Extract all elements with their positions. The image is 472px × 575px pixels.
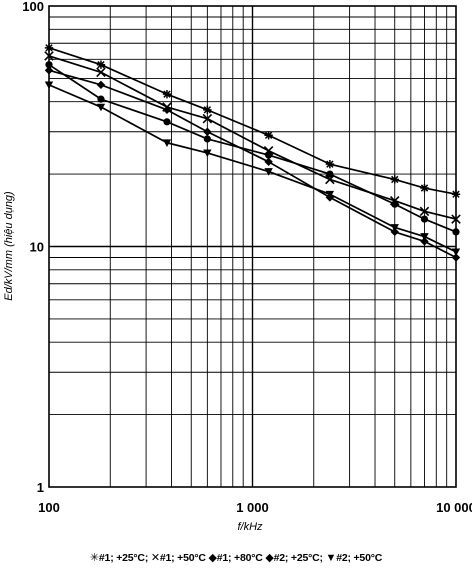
data-point-circle: [163, 118, 171, 126]
data-point-triangle: [44, 81, 54, 90]
data-point-triangle: [451, 248, 461, 257]
legend-entry-3: ◆#1; +80°C: [208, 552, 263, 564]
legend-entry-5: ▼#2; +50°C: [325, 552, 383, 564]
data-point-asterisk: [420, 183, 429, 193]
data-point-asterisk: [325, 159, 335, 169]
data-point-diamond: [96, 80, 106, 90]
data-point-x: [325, 174, 335, 185]
data-point-circle: [326, 170, 334, 178]
chart: 100 1 000 10 000 1 10 100 Ed/kV/mm (hiệu dụng…: [3, 0, 472, 533]
chart-series: [44, 43, 461, 262]
data-point-asterisk: [44, 43, 54, 53]
data-point-x: [96, 67, 106, 78]
data-point-circle: [265, 151, 273, 159]
data-point-triangle: [96, 103, 106, 112]
diamond-icon: ◆: [208, 552, 217, 564]
data-point-x: [451, 214, 461, 224]
data-point-circle: [97, 95, 105, 103]
asterisk-icon: ✳: [89, 552, 99, 564]
diamond-icon: ◆: [265, 552, 274, 564]
triangle-down-icon: ▼: [325, 552, 337, 564]
y-tick-label: 1: [37, 480, 44, 495]
data-point-diamond: [44, 66, 54, 75]
data-point-asterisk: [203, 105, 212, 115]
tick-labels: 100 1 000 10 000 1 10 100: [22, 0, 472, 515]
series-1: [44, 43, 461, 199]
data-point-circle: [452, 228, 460, 236]
chart-grid: [49, 6, 456, 487]
data-point-triangle: [203, 149, 212, 158]
data-point-diamond: [203, 127, 212, 136]
x-tick-label: 100: [38, 500, 60, 515]
data-point-asterisk: [96, 60, 106, 69]
plot-frame: [48, 5, 457, 488]
data-point-x: [419, 206, 430, 217]
data-point-diamond: [451, 253, 461, 262]
x-icon: ✕: [150, 552, 160, 564]
data-point-asterisk: [451, 189, 461, 199]
data-point-triangle: [390, 224, 399, 232]
x-axis-label: f/kHz: [237, 521, 263, 533]
data-point-diamond: [420, 237, 429, 246]
data-point-triangle: [420, 233, 429, 241]
legend-entry-1: ✳#1; +25°C;: [89, 552, 149, 564]
series-4: [44, 66, 461, 262]
data-point-circle: [391, 200, 399, 208]
data-point-x: [202, 113, 213, 124]
series-2: [44, 51, 461, 224]
legend-entry-4: ◆#2; +25°C;: [265, 552, 323, 564]
data-point-triangle: [325, 190, 335, 199]
y-tick-label: 100: [22, 0, 44, 14]
x-tick-label: 1 000: [236, 500, 269, 515]
data-point-circle: [203, 135, 211, 143]
data-point-circle: [45, 61, 53, 69]
data-point-asterisk: [264, 131, 273, 140]
data-point-diamond: [390, 227, 399, 237]
series-3: [45, 61, 460, 236]
series-5: [44, 81, 461, 257]
data-point-asterisk: [390, 175, 399, 184]
y-axis-label: Ed/kV/mm (hiệu dụng): [3, 191, 15, 301]
data-point-triangle: [264, 168, 273, 176]
data-point-diamond: [162, 105, 172, 115]
data-point-diamond: [264, 157, 273, 167]
data-point-x: [44, 51, 54, 61]
data-point-circle: [420, 215, 429, 223]
x-tick-label: 10 000: [436, 500, 472, 515]
data-point-triangle: [162, 139, 172, 147]
y-tick-label: 10: [30, 240, 44, 255]
legend: ✳#1; +25°C; ✕#1; +50°C ◆#1; +80°C ◆#2; +…: [0, 551, 472, 564]
legend-entry-2: ✕#1; +50°C: [150, 552, 206, 564]
data-point-asterisk: [162, 89, 172, 99]
